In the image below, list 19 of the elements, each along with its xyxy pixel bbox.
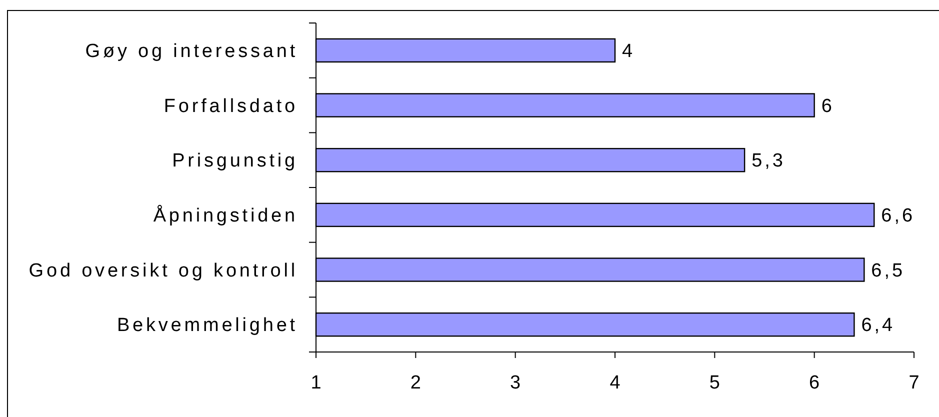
y-tick-label: Prisgunstig [172, 150, 298, 172]
y-tick-label: Forfallsdato [164, 96, 298, 117]
x-tick-label: 5 [709, 372, 720, 394]
data-label: 6 [821, 96, 834, 117]
x-tick-label: 3 [510, 372, 521, 394]
x-tick-label: 6 [809, 372, 820, 394]
x-tick-label: 4 [610, 372, 621, 394]
x-tick-label: 2 [410, 372, 421, 394]
data-label: 4 [622, 41, 636, 62]
y-tick-label: Gøy og interessant [85, 41, 298, 62]
data-label: 6,6 [881, 206, 916, 227]
y-tick-label: Bekvemmelighet [116, 315, 298, 336]
data-label: 6,4 [861, 315, 896, 336]
x-tick-label: 7 [908, 372, 920, 394]
x-tick-label: 1 [310, 372, 322, 394]
y-tick-label: Åpningstiden [153, 204, 298, 227]
y-tick-label: God oversikt og kontroll [28, 260, 298, 282]
data-label: 5,3 [752, 150, 786, 172]
data-label: 6,5 [871, 260, 906, 282]
